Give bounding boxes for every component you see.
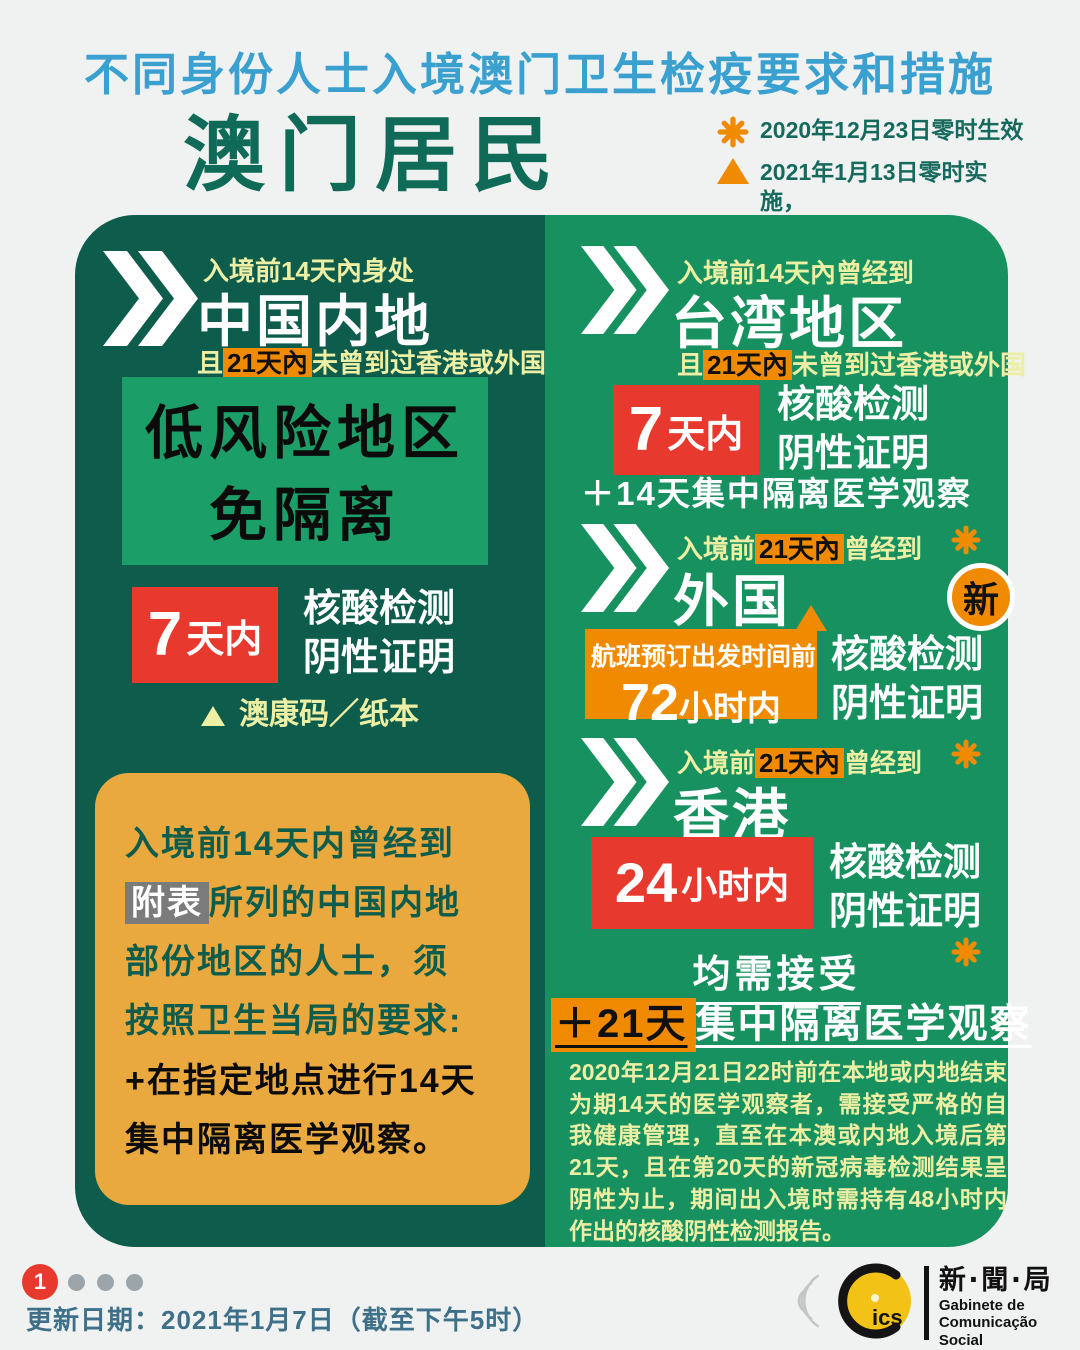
taiwan-title: 台湾地区 xyxy=(671,292,907,355)
all-required-line: 均需接受 xyxy=(545,943,1008,1005)
chevrons-icon xyxy=(581,245,669,340)
foreign-title: 外国 xyxy=(673,570,791,633)
svg-text:ics: ics xyxy=(872,1305,903,1330)
hongkong-intro: 入境前 21天內 曾经到 xyxy=(677,748,922,778)
chevrons-icon xyxy=(581,523,669,618)
mainland-title: 中国内地 xyxy=(197,290,433,353)
panel-mainland: 入境前14天內身处 中国内地 且 21天內 未曾到过香港或外国 低风险地区 免隔离 … xyxy=(75,215,546,1247)
quarantine-21days-line: ＋21天 集中隔离医学观察 xyxy=(551,991,1032,1052)
taiwan-intro: 入境前14天內曾经到 xyxy=(677,258,914,288)
panel-other-regions: 入境前14天內曾经到 台湾地区 且 21天內 未曾到过香港或外国 7 天内 核酸检测 … xyxy=(545,215,1030,1247)
taiwan-7days-badge: 7 天内 xyxy=(613,385,759,475)
carousel-dot xyxy=(126,1274,143,1291)
taiwan-test-requirement: 核酸检测 阴性证明 xyxy=(777,384,930,476)
asterisk-icon xyxy=(716,116,750,148)
mainland-intro: 入境前14天內身处 xyxy=(203,256,414,286)
sound-waves-icon xyxy=(792,1262,826,1345)
health-code-note: 澳康码／纸本 xyxy=(75,689,545,733)
highlight-21days: 21天內 xyxy=(755,534,844,564)
asterisk-icon xyxy=(951,739,981,774)
annex-highlight: 附表 xyxy=(125,882,209,925)
highlight-21days: 21天內 xyxy=(755,748,844,778)
legend-asterisk-row: 2020年12月23日零时生效 xyxy=(716,116,1026,148)
summary-footnote: 2020年12月21日22时前在本地或内地结束为期14天的医学观察者，需接受严格… xyxy=(569,1059,1007,1244)
triangle-icon xyxy=(795,605,827,631)
audience-title: 澳门居民 xyxy=(183,110,568,201)
asterisk-icon xyxy=(951,525,981,560)
carousel-dots xyxy=(68,1274,143,1291)
foreign-test-requirement: 核酸检测 阴性证明 xyxy=(831,634,984,726)
legend-asterisk-text: 2020年12月23日零时生效 xyxy=(760,117,1024,143)
update-date: 更新日期：2021年1月7日（截至下午5时） xyxy=(26,1305,540,1335)
mainland-7days-badge: 7 天内 xyxy=(132,587,278,683)
mainland-condition: 且 21天內 未曾到过香港或外国 xyxy=(197,348,546,378)
chevrons-icon xyxy=(581,737,669,832)
foreign-intro: 入境前 21天內 曾经到 xyxy=(677,534,922,564)
carousel-dot xyxy=(68,1274,85,1291)
highlight-21days: 21天內 xyxy=(223,348,312,378)
logo-divider xyxy=(924,1266,929,1341)
carousel-dot xyxy=(97,1274,114,1291)
highlight-21days: 21天內 xyxy=(703,350,792,380)
hongkong-24h-badge: 24 小时内 xyxy=(591,837,813,929)
low-risk-exempt-box: 低风险地区 免隔离 xyxy=(122,377,488,565)
triangle-icon xyxy=(201,706,225,727)
chevrons-icon xyxy=(103,251,198,351)
gcs-emblem-icon: ics xyxy=(836,1262,914,1345)
gcs-logo: ics 新‧聞‧局 Gabinete de Comunicação Social xyxy=(792,1258,1080,1349)
page-title: 不同身份人士入境澳门卫生检疫要求和措施 xyxy=(83,49,996,100)
mainland-notice-box: 入境前14天内曾经到 附表 所列的中国内地 部份地区的人士，须 按照卫生当局的要求… xyxy=(95,773,530,1205)
logo-text: 新‧聞‧局 Gabinete de Comunicação Social xyxy=(938,1265,1054,1349)
page-indicator: 1 xyxy=(22,1264,58,1300)
taiwan-condition: 且 21天內 未曾到过香港或外国 xyxy=(677,350,1026,380)
triangle-icon xyxy=(716,158,750,184)
hongkong-title: 香港 xyxy=(673,784,791,847)
asterisk-icon xyxy=(951,937,981,972)
mainland-test-requirement: 核酸检测 阴性证明 xyxy=(303,588,456,680)
new-badge: 新 xyxy=(947,563,1015,631)
taiwan-quarantine-note: ＋14天集中隔离医学观察 xyxy=(581,475,972,512)
foreign-72h-badge: 航班预订出发时间前 72小时内 xyxy=(585,629,817,732)
requirements-panels: 入境前14天內身处 中国内地 且 21天內 未曾到过香港或外国 低风险地区 免隔离 … xyxy=(75,215,1030,1247)
hongkong-test-requirement: 核酸检测 阴性证明 xyxy=(829,842,982,934)
highlight-plus-21days: ＋21天 xyxy=(551,998,696,1052)
